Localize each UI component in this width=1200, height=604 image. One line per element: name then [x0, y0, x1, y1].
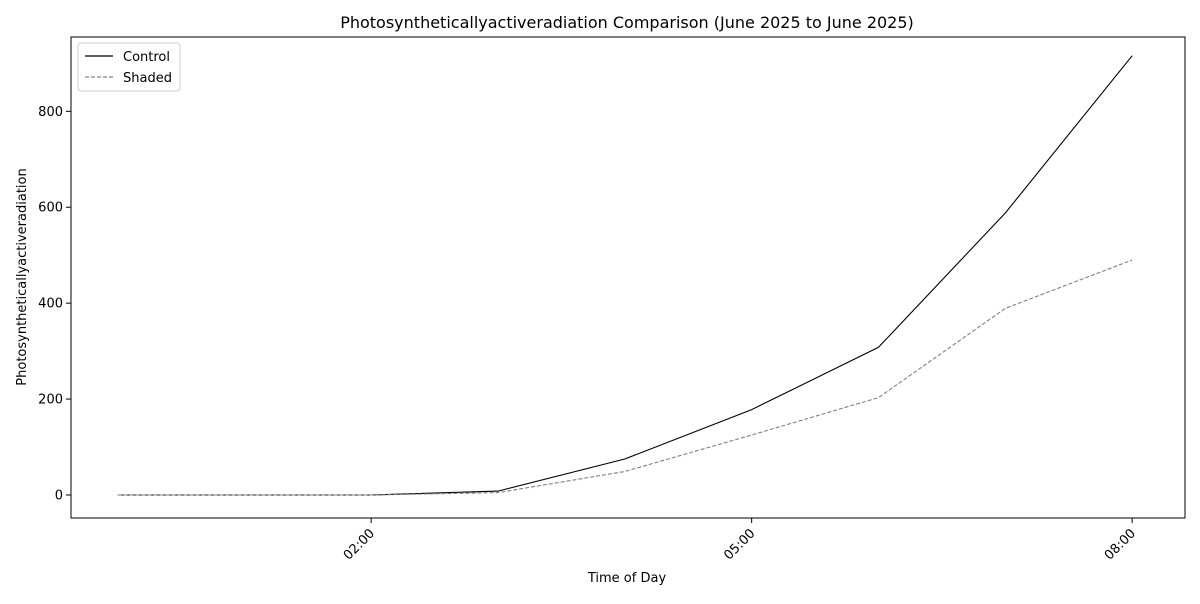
y-tick-label: 600: [38, 201, 63, 216]
series-lines: [117, 55, 1133, 496]
x-tick-label: 08:00: [1102, 526, 1139, 563]
series-line-control: [117, 55, 1133, 496]
chart-title: Photosyntheticallyactiveradiation Compar…: [340, 13, 914, 32]
y-tick-label: 400: [38, 297, 63, 312]
y-tick-label: 200: [38, 393, 63, 408]
legend-label-shaded: Shaded: [123, 71, 172, 86]
y-tick-label: 0: [55, 488, 63, 503]
x-tick-label: 05:00: [721, 526, 758, 563]
y-axis: 0 200 400 600 800: [38, 105, 71, 503]
legend-label-control: Control: [123, 50, 170, 65]
y-axis-label: Photosyntheticallyactiveradiation: [15, 168, 30, 385]
x-axis-label: Time of Day: [587, 571, 667, 586]
plot-frame: [70, 36, 1186, 519]
series-line-shaded: [117, 259, 1133, 496]
y-tick-label: 800: [38, 105, 63, 120]
x-axis: 02:00 05:00 08:00: [341, 518, 1139, 563]
x-tick-label: 02:00: [341, 526, 378, 563]
legend: Control Shaded: [77, 42, 181, 92]
legend-box: [77, 42, 181, 92]
plot-area: [70, 36, 1186, 519]
